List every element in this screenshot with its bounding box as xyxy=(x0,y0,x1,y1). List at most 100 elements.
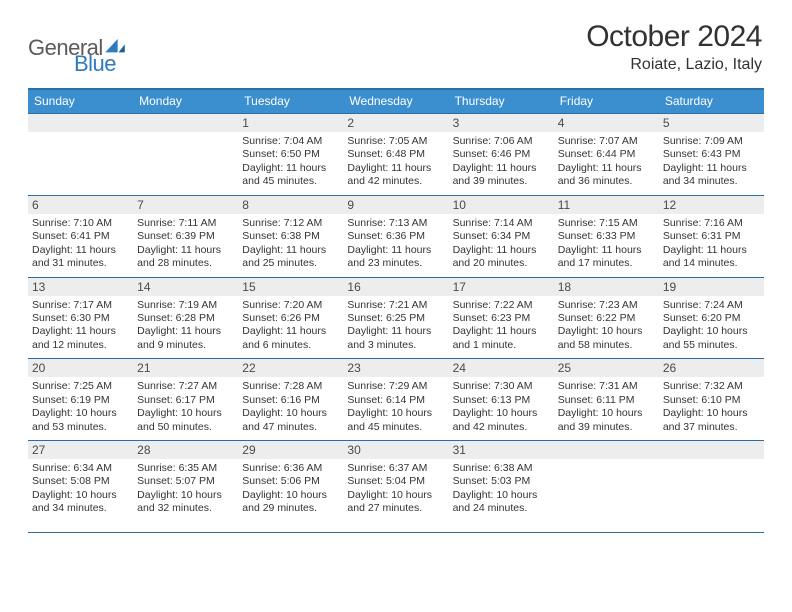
day-cell-21: 21Sunrise: 7:27 AMSunset: 6:17 PMDayligh… xyxy=(133,359,238,440)
day-body: Sunrise: 7:16 AMSunset: 6:31 PMDaylight:… xyxy=(663,217,760,271)
day-line: and 39 minutes. xyxy=(453,175,550,188)
day-line: and 53 minutes. xyxy=(32,421,129,434)
day-cell-19: 19Sunrise: 7:24 AMSunset: 6:20 PMDayligh… xyxy=(659,278,764,359)
dow-wednesday: Wednesday xyxy=(343,90,448,113)
day-line: Daylight: 10 hours xyxy=(347,489,444,502)
day-line: Sunset: 5:06 PM xyxy=(242,475,339,488)
day-body: Sunrise: 7:30 AMSunset: 6:13 PMDaylight:… xyxy=(453,380,550,434)
day-body: Sunrise: 7:06 AMSunset: 6:46 PMDaylight:… xyxy=(453,135,550,189)
day-line: Daylight: 10 hours xyxy=(663,407,760,420)
day-cell-15: 15Sunrise: 7:20 AMSunset: 6:26 PMDayligh… xyxy=(238,278,343,359)
dow-thursday: Thursday xyxy=(449,90,554,113)
day-line: Daylight: 11 hours xyxy=(558,162,655,175)
calendar-bottom-rule xyxy=(28,532,764,533)
day-line: and 29 minutes. xyxy=(242,502,339,515)
day-line: Daylight: 11 hours xyxy=(453,325,550,338)
day-cell-12: 12Sunrise: 7:16 AMSunset: 6:31 PMDayligh… xyxy=(659,196,764,277)
day-line: Daylight: 10 hours xyxy=(558,407,655,420)
day-cell-1: 1 Sunrise: 7:04 AMSunset: 6:50 PMDaylight… xyxy=(238,114,343,195)
day-line: and 20 minutes. xyxy=(453,257,550,270)
day-line: and 36 minutes. xyxy=(558,175,655,188)
day-line: Sunrise: 7:25 AM xyxy=(32,380,129,393)
day-body: Sunrise: 7:13 AMSunset: 6:36 PMDaylight:… xyxy=(347,217,444,271)
day-number: 11 xyxy=(554,196,659,214)
day-number: 8 xyxy=(238,196,343,214)
day-line: and 55 minutes. xyxy=(663,339,760,352)
day-line: Sunrise: 7:30 AM xyxy=(453,380,550,393)
day-body: Sunrise: 6:38 AMSunset: 5:03 PMDaylight:… xyxy=(453,462,550,516)
day-body: Sunrise: 7:09 AMSunset: 6:43 PMDaylight:… xyxy=(663,135,760,189)
day-line: and 37 minutes. xyxy=(663,421,760,434)
day-line: Daylight: 11 hours xyxy=(32,325,129,338)
day-line: Sunrise: 7:22 AM xyxy=(453,299,550,312)
day-line: Sunrise: 7:11 AM xyxy=(137,217,234,230)
day-line: Sunset: 6:16 PM xyxy=(242,394,339,407)
day-line: Sunset: 6:31 PM xyxy=(663,230,760,243)
day-line: and 32 minutes. xyxy=(137,502,234,515)
week-row: 27 Sunrise: 6:34 AMSunset: 5:08 PMDayligh… xyxy=(28,440,764,522)
day-line: Sunrise: 7:15 AM xyxy=(558,217,655,230)
day-line: Sunrise: 7:07 AM xyxy=(558,135,655,148)
day-line: Sunrise: 7:14 AM xyxy=(453,217,550,230)
day-cell-9: 9Sunrise: 7:13 AMSunset: 6:36 PMDaylight… xyxy=(343,196,448,277)
day-body: Sunrise: 7:11 AMSunset: 6:39 PMDaylight:… xyxy=(137,217,234,271)
day-cell-empty xyxy=(554,441,659,522)
day-body: Sunrise: 7:04 AMSunset: 6:50 PMDaylight:… xyxy=(242,135,339,189)
day-line: Sunrise: 7:21 AM xyxy=(347,299,444,312)
day-line: and 31 minutes. xyxy=(32,257,129,270)
header: GeneralBlue October 2024 Roiate, Lazio, … xyxy=(0,0,792,80)
day-line: Sunset: 6:22 PM xyxy=(558,312,655,325)
day-line: Sunrise: 7:06 AM xyxy=(453,135,550,148)
day-line: Daylight: 11 hours xyxy=(347,325,444,338)
day-line: Daylight: 10 hours xyxy=(137,489,234,502)
day-cell-6: 6 Sunrise: 7:10 AMSunset: 6:41 PMDaylight… xyxy=(28,196,133,277)
day-number: 6 xyxy=(28,196,133,214)
day-cell-11: 11 Sunrise: 7:15 AMSunset: 6:33 PMDayligh… xyxy=(554,196,659,277)
day-body: Sunrise: 7:10 AMSunset: 6:41 PMDaylight:… xyxy=(32,217,129,271)
day-line: Daylight: 11 hours xyxy=(663,162,760,175)
day-cell-empty xyxy=(28,114,133,195)
day-line: Sunset: 6:36 PM xyxy=(347,230,444,243)
day-line: Sunrise: 7:29 AM xyxy=(347,380,444,393)
day-number: 30 xyxy=(343,441,448,459)
day-body: Sunrise: 7:32 AMSunset: 6:10 PMDaylight:… xyxy=(663,380,760,434)
day-cell-20: 20Sunrise: 7:25 AMSunset: 6:19 PMDayligh… xyxy=(28,359,133,440)
day-line: and 17 minutes. xyxy=(558,257,655,270)
day-number: 4 xyxy=(554,114,659,132)
location-subtitle: Roiate, Lazio, Italy xyxy=(586,56,762,74)
day-body: Sunrise: 6:34 AMSunset: 5:08 PMDaylight:… xyxy=(32,462,129,516)
day-cell-8: 8 Sunrise: 7:12 AMSunset: 6:38 PMDaylight… xyxy=(238,196,343,277)
day-number: 28 xyxy=(133,441,238,459)
day-line: and 3 minutes. xyxy=(347,339,444,352)
day-line: Sunrise: 6:34 AM xyxy=(32,462,129,475)
day-number: 1 xyxy=(238,114,343,132)
day-body: Sunrise: 7:05 AMSunset: 6:48 PMDaylight:… xyxy=(347,135,444,189)
day-line: Sunset: 5:07 PM xyxy=(137,475,234,488)
day-body: Sunrise: 7:12 AMSunset: 6:38 PMDaylight:… xyxy=(242,217,339,271)
day-line: Daylight: 11 hours xyxy=(347,162,444,175)
day-line: and 1 minute. xyxy=(453,339,550,352)
day-line: and 47 minutes. xyxy=(242,421,339,434)
day-cell-7: 7Sunrise: 7:11 AMSunset: 6:39 PMDaylight… xyxy=(133,196,238,277)
day-line: and 9 minutes. xyxy=(137,339,234,352)
day-number: 27 xyxy=(28,441,133,459)
day-line: Sunrise: 7:17 AM xyxy=(32,299,129,312)
day-number: 13 xyxy=(28,278,133,296)
day-line: Sunset: 5:04 PM xyxy=(347,475,444,488)
day-line: and 6 minutes. xyxy=(242,339,339,352)
day-line: Sunset: 6:20 PM xyxy=(663,312,760,325)
day-line: Sunset: 6:50 PM xyxy=(242,148,339,161)
title-block: October 2024 Roiate, Lazio, Italy xyxy=(586,20,762,74)
day-body: Sunrise: 7:17 AMSunset: 6:30 PMDaylight:… xyxy=(32,299,129,353)
day-body: Sunrise: 7:15 AMSunset: 6:33 PMDaylight:… xyxy=(558,217,655,271)
day-line: Daylight: 11 hours xyxy=(663,244,760,257)
day-line: Sunset: 6:10 PM xyxy=(663,394,760,407)
day-line: and 23 minutes. xyxy=(347,257,444,270)
day-line: Daylight: 10 hours xyxy=(242,407,339,420)
day-line: Sunset: 6:33 PM xyxy=(558,230,655,243)
day-number: 25 xyxy=(554,359,659,377)
day-line: Sunrise: 6:35 AM xyxy=(137,462,234,475)
day-cell-13: 13 Sunrise: 7:17 AMSunset: 6:30 PMDayligh… xyxy=(28,278,133,359)
day-line: Sunset: 6:26 PM xyxy=(242,312,339,325)
day-line: Daylight: 11 hours xyxy=(558,244,655,257)
